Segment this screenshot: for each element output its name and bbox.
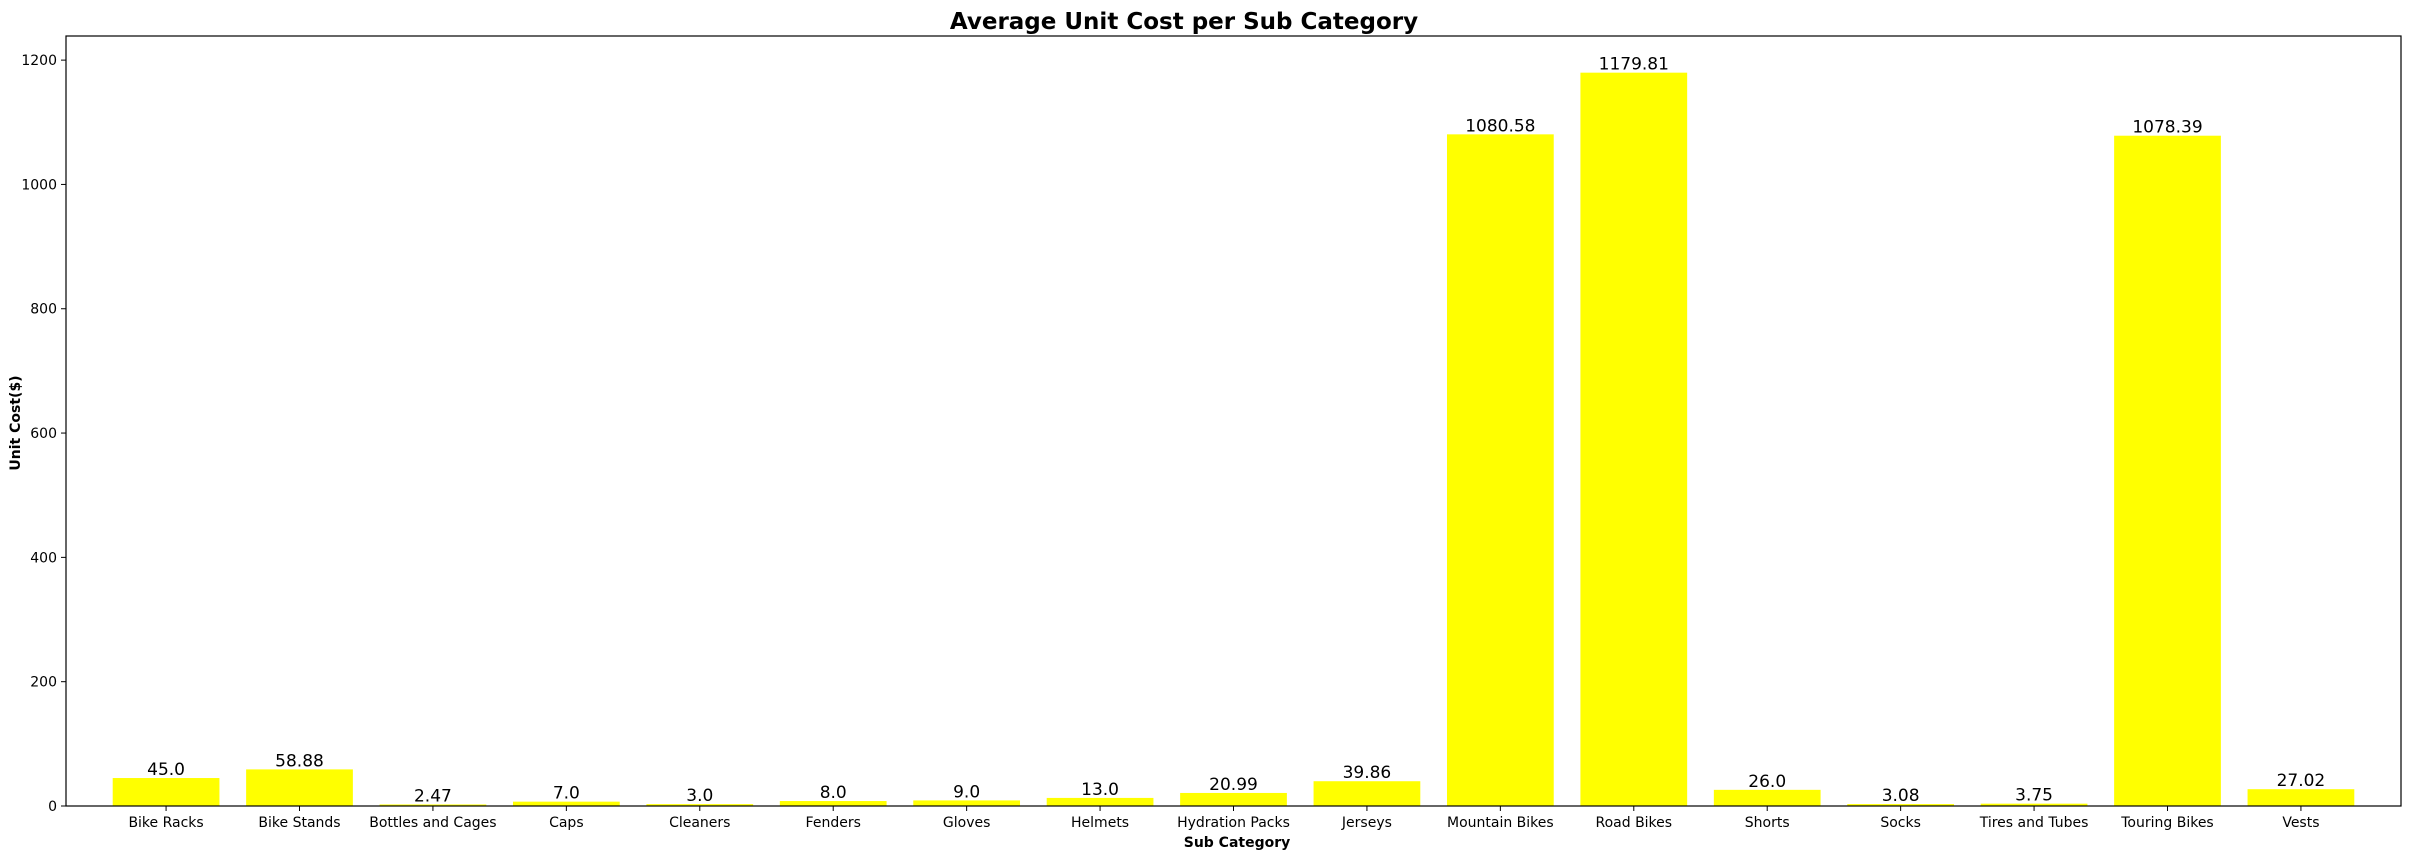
data-label: 20.99 [1209, 775, 1258, 795]
x-axis-label: Sub Category [1184, 835, 1291, 851]
x-tick-label: Helmets [1071, 815, 1129, 831]
y-tick-label: 1000 [21, 177, 57, 193]
bar-jerseys [1313, 781, 1421, 806]
bar-fenders [779, 801, 887, 806]
x-tick-label: Fenders [806, 815, 861, 831]
data-label: 3.08 [1882, 786, 1920, 806]
plot-frame [65, 35, 2402, 807]
x-tick-label: Bike Racks [128, 815, 203, 831]
x-tick-label: Caps [549, 815, 584, 831]
x-tick-label: Touring Bikes [2120, 815, 2213, 831]
bar-vests [2247, 789, 2355, 806]
bar-gloves [913, 800, 1021, 806]
x-tick-label: Tires and Tubes [1979, 815, 2089, 831]
y-axis-ticks: 0 200 400 600 800 1000 1200 [21, 53, 66, 815]
y-tick-label: 200 [30, 675, 57, 691]
x-tick-label: Vests [2282, 815, 2319, 831]
data-label: 58.88 [275, 751, 324, 771]
bar-caps [512, 801, 620, 806]
x-tick-label: Shorts [1745, 815, 1790, 831]
x-tick-label: Socks [1880, 815, 1921, 831]
bar-bike-stands [246, 769, 353, 806]
data-label: 1080.58 [1465, 116, 1535, 136]
x-tick-label: Jerseys [1341, 815, 1392, 831]
bar-helmets [1046, 797, 1154, 806]
y-tick-label: 400 [30, 550, 57, 566]
bar-socks [1847, 804, 1955, 806]
x-tick-label: Road Bikes [1595, 815, 1672, 831]
chart-title: Average Unit Cost per Sub Category [950, 9, 1418, 35]
bar-bike-racks [112, 778, 220, 806]
data-label: 27.02 [2277, 771, 2326, 791]
bar-hydration-packs [1180, 792, 1287, 806]
bars-group [112, 72, 2355, 807]
x-tick-label: Gloves [943, 815, 991, 831]
data-label: 9.0 [953, 782, 980, 802]
y-tick-label: 1200 [21, 53, 57, 69]
x-tick-label: Bottles and Cages [369, 815, 496, 831]
data-label: 3.75 [2015, 786, 2053, 806]
y-axis-label: Unit Cost($) [8, 375, 24, 470]
x-tick-label: Cleaners [669, 815, 730, 831]
data-label: 8.0 [820, 783, 847, 803]
y-tick-label: 600 [30, 426, 57, 442]
data-label: 1078.39 [2132, 118, 2202, 138]
x-axis-ticks: Bike Racks Bike Stands Bottles and Cages Ca… [128, 806, 2320, 831]
bar-shorts [1713, 789, 1821, 806]
data-label: 13.0 [1081, 780, 1119, 800]
data-label: 39.86 [1343, 763, 1392, 783]
x-tick-label: Bike Stands [258, 815, 340, 831]
bar-cleaners [646, 804, 754, 806]
y-tick-label: 800 [30, 302, 57, 318]
data-label: 26.0 [1748, 772, 1786, 792]
bar-touring-bikes [2114, 135, 2221, 806]
bar-mountain-bikes [1446, 134, 1554, 807]
y-tick-label: 0 [48, 799, 57, 815]
bar-road-bikes [1580, 72, 1688, 806]
data-label: 45.0 [147, 760, 185, 780]
data-labels-group: 45.0 58.88 2.47 7.0 3.0 8.0 9.0 13.0 20.99 39.86 1… [147, 55, 2325, 807]
data-label: 1179.81 [1599, 55, 1669, 75]
x-tick-label: Hydration Packs [1177, 815, 1290, 831]
data-label: 2.47 [414, 786, 452, 806]
bar-bottles-and-cages [379, 804, 487, 806]
bar-tires-and-tubes [1980, 803, 2088, 806]
x-tick-label: Mountain Bikes [1447, 815, 1554, 831]
data-label: 3.0 [686, 786, 713, 806]
data-label: 7.0 [553, 784, 580, 804]
